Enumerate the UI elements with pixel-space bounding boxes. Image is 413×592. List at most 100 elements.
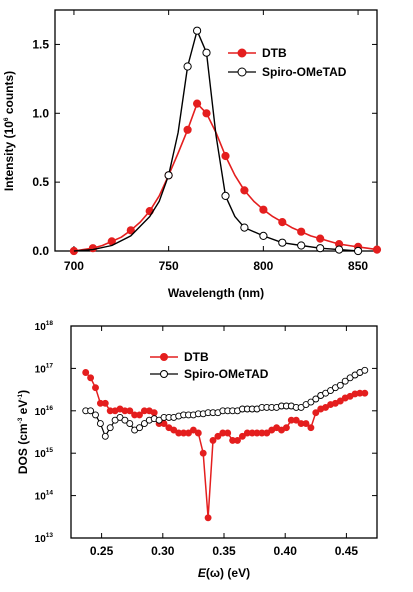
data-point-dtb [82, 369, 90, 376]
data-point-dtb [316, 234, 325, 243]
data-point-dtb [234, 436, 241, 444]
data-point-dtb [185, 429, 192, 437]
data-point-spiro-ometad [336, 381, 344, 389]
x-tick-label: 700 [64, 259, 84, 273]
data-point-dtb [302, 420, 310, 428]
data-point-spiro-ometad [121, 416, 129, 424]
data-point-spiro-ometad [87, 407, 95, 415]
data-point-spiro-ometad [259, 231, 268, 240]
y-tick-label: 1018 [35, 320, 54, 333]
y-tick-label: 1016 [35, 405, 54, 418]
data-point-spiro-ometad [193, 26, 202, 35]
data-point-spiro-ometad [361, 366, 369, 374]
legend: DTB Spiro-OMeTAD [228, 46, 347, 79]
data-point-dtb [336, 397, 344, 405]
data-point-spiro-ometad [312, 395, 320, 403]
data-point-dtb [240, 186, 249, 195]
data-point-dtb [170, 426, 178, 434]
legend-marker-dtb [237, 48, 247, 58]
data-point-spiro-ometad [101, 432, 109, 440]
data-point-dtb [101, 399, 109, 407]
data-point-spiro-ometad [327, 387, 334, 395]
data-point-dtb [238, 432, 246, 440]
legend-marker-spiro [160, 370, 168, 378]
data-point-dtb [209, 436, 217, 444]
data-point-spiro-ometad [183, 62, 192, 71]
x-tick-label: 0.35 [212, 544, 236, 558]
data-point-dtb [224, 429, 232, 437]
data-point-dtb [214, 432, 222, 440]
legend-marker-spiro [237, 67, 247, 77]
series-group [69, 26, 382, 256]
data-point-dtb [183, 125, 192, 134]
x-tick-label: 0.40 [274, 544, 298, 558]
data-point-dtb [202, 109, 211, 118]
data-point-dtb [88, 244, 98, 253]
x-axis-ticks: 700 750 800 850 [64, 10, 368, 273]
y-tick-label: 1.0 [32, 106, 49, 120]
data-point-spiro-ometad [96, 420, 104, 428]
data-point-spiro-ometad [92, 411, 99, 419]
data-point-dtb [307, 424, 315, 432]
y-axis-label: Intensity (106 counts) [2, 71, 16, 191]
pl-spectrum-chart: 700 750 800 850 0.0 0.5 1.0 1.5 Wavelength (nm… [2, 9, 382, 300]
legend: DTB Spiro-OMeTAD [150, 350, 269, 381]
data-point-dtb [92, 384, 99, 392]
data-point-dtb [263, 429, 271, 437]
data-point-dtb [193, 99, 202, 108]
data-point-spiro-ometad [335, 245, 344, 254]
legend-label-dtb: DTB [184, 350, 209, 364]
data-point-dtb [199, 449, 207, 457]
series-line-spiro-ometad [73, 30, 359, 252]
data-point-spiro-ometad [354, 246, 363, 256]
data-point-spiro-ometad [126, 420, 134, 428]
data-point-spiro-ometad [341, 377, 349, 385]
series-dtb [69, 99, 382, 256]
y-tick-label: 1013 [35, 532, 54, 545]
data-point-dtb [278, 218, 287, 227]
data-point-spiro-ometad [106, 424, 114, 432]
data-point-dtb [204, 514, 212, 522]
data-point-dtb [312, 409, 320, 417]
dos-chart: 0.25 0.30 0.35 0.40 0.45 1013 1014 1015 1016 101… [16, 320, 378, 580]
y-tick-label: 1017 [35, 362, 54, 375]
data-point-dtb [282, 424, 290, 432]
x-axis-label: Wavelength (nm) [168, 286, 264, 300]
x-axis-label: E(ω) (eV) [198, 566, 250, 580]
x-tick-label: 800 [253, 259, 273, 273]
data-point-dtb [292, 416, 300, 424]
data-point-dtb [361, 389, 369, 397]
series-group [82, 366, 369, 522]
legend-marker-dtb [160, 353, 168, 361]
data-point-spiro-ometad [240, 223, 249, 232]
series-line-dtb [73, 102, 378, 252]
x-tick-label: 0.25 [90, 544, 114, 558]
data-point-spiro-ometad [164, 171, 173, 180]
x-axis-ticks: 0.25 0.30 0.35 0.40 0.45 [90, 326, 358, 558]
x-tick-label: 0.45 [335, 544, 359, 558]
y-tick-label: 1014 [35, 490, 54, 503]
data-point-dtb [297, 227, 306, 236]
data-point-dtb [372, 245, 382, 254]
y-tick-label: 1.5 [32, 37, 49, 51]
series-spiro-ometad [73, 26, 363, 256]
y-tick-label: 0.5 [32, 175, 49, 189]
x-tick-label: 0.30 [151, 544, 175, 558]
y-axis-label: DOS (cm-3 eV-1) [16, 390, 30, 474]
legend-label-spiro: Spiro-OMeTAD [184, 367, 269, 381]
data-point-spiro-ometad [278, 238, 287, 247]
data-point-dtb [87, 374, 95, 382]
series-spiro-ometad [82, 366, 369, 440]
data-point-dtb [259, 205, 268, 214]
data-point-spiro-ometad [221, 191, 230, 200]
x-tick-label: 750 [159, 259, 179, 273]
x-tick-label: 850 [348, 259, 368, 273]
data-point-dtb [221, 151, 230, 161]
data-point-spiro-ometad [297, 241, 306, 250]
data-point-spiro-ometad [316, 244, 325, 253]
data-point-spiro-ometad [140, 420, 148, 428]
plot-frame [54, 9, 378, 252]
legend-label-spiro: Spiro-OMeTAD [262, 65, 347, 79]
data-point-spiro-ometad [136, 424, 143, 432]
